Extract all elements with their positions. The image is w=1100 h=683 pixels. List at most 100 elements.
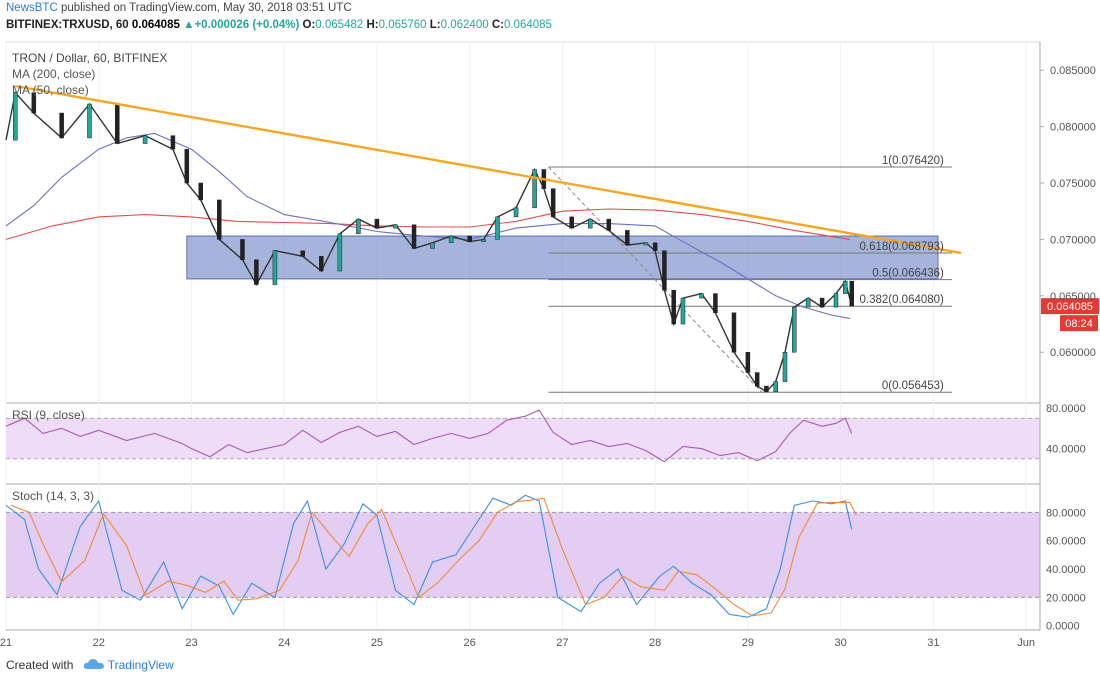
footer-brand[interactable]: TradingView	[107, 658, 174, 672]
price-candle	[731, 312, 737, 353]
fib-level-label: 0.618(0.068793)	[859, 241, 944, 253]
price-candle	[31, 92, 37, 114]
price-candle	[356, 218, 361, 235]
publish-line: NewsBTC published on TradingView.com, Ma…	[6, 2, 352, 14]
price-candle	[430, 242, 435, 249]
price-candle	[849, 280, 854, 307]
price-candle	[773, 381, 778, 392]
price-candle	[764, 385, 769, 392]
x-tick-label: 24	[278, 637, 290, 649]
quote-line: BITFINEX:TRXUSD, 60 0.064085 ▲+0.000026 …	[6, 19, 552, 31]
last-price-tag	[1041, 298, 1099, 315]
price-candle	[337, 233, 343, 272]
low-label: L:	[429, 19, 441, 31]
x-tick-label: 23	[185, 637, 197, 649]
price-candle	[550, 188, 556, 218]
y-tick-label: 0.080000	[1050, 122, 1096, 134]
fib-level-label: 0.382(0.064080)	[859, 294, 944, 306]
y-tick-label: 0.070000	[1050, 234, 1096, 246]
price-candle	[782, 351, 788, 382]
price-candle	[587, 218, 593, 229]
price-candle	[699, 293, 704, 299]
price-candle	[833, 293, 839, 308]
price-candle	[142, 135, 148, 144]
y-tick-label: 0.075000	[1050, 178, 1096, 190]
rsi-band	[6, 418, 1040, 459]
chart-title: TRON / Dollar, 60, BITFINEX	[12, 51, 167, 65]
trendline[interactable]	[15, 84, 962, 255]
price-candle	[532, 169, 537, 209]
rsi-line	[5, 409, 853, 463]
stoch-d-line	[10, 497, 857, 617]
price-candle	[745, 351, 751, 373]
countdown-tag	[1060, 315, 1098, 332]
price-candle	[569, 216, 574, 229]
price-candle	[495, 216, 500, 240]
price-candle	[272, 250, 278, 285]
price-candle	[513, 207, 519, 218]
price-candle	[680, 297, 686, 325]
indicator-label: MA (50, close)	[12, 83, 89, 97]
up-arrow-icon: ▲	[183, 19, 195, 31]
price-candle	[319, 256, 324, 272]
stoch-k-line	[5, 494, 853, 618]
publisher-name[interactable]: NewsBTC	[6, 2, 58, 14]
price-chart[interactable]: 1(0.076420) 0.618(0.068793) 0.5(0.066436) 0…	[0, 36, 1100, 656]
price-candle	[393, 224, 398, 229]
fib-diagonal	[548, 166, 763, 393]
rsi-label: RSI (9, close)	[12, 408, 85, 422]
x-tick-label: 28	[649, 637, 661, 649]
price-candle	[843, 280, 848, 294]
symbol-label: BITFINEX:TRXUSD, 60	[6, 19, 129, 31]
price-candle	[115, 103, 120, 144]
fibonacci-retracement[interactable]	[548, 166, 952, 393]
low-value: 0.062400	[440, 19, 489, 31]
price-change: +0.000026 (+0.04%)	[194, 19, 300, 31]
price-candle	[374, 218, 380, 229]
price-candle	[198, 182, 203, 201]
fib-level-label: 0(0.056453)	[882, 380, 944, 392]
x-tick-label: 31	[927, 637, 939, 649]
fib-level-label: 1(0.076420)	[882, 155, 944, 167]
stoch-band	[6, 512, 1040, 598]
price-candle	[448, 235, 454, 244]
price-candle	[713, 293, 718, 313]
last-price: 0.064085	[131, 19, 180, 31]
price-candle	[625, 230, 630, 246]
x-tick-label: 26	[464, 637, 476, 649]
price-candle	[254, 259, 259, 285]
stoch-label: Stoch (14, 3, 3)	[12, 489, 94, 503]
fib-level-label: 0.5(0.066436)	[872, 268, 944, 280]
x-tick-label: 30	[834, 637, 846, 649]
axes	[6, 42, 1099, 631]
publish-info: published on TradingView.com, May 30, 20…	[60, 2, 352, 14]
x-tick-label: 25	[371, 637, 383, 649]
price-candle	[13, 92, 18, 141]
price-candle	[184, 148, 190, 184]
main-pane-frame	[5, 41, 1041, 404]
x-tick-label: 21	[0, 637, 12, 649]
price-candle	[643, 242, 649, 246]
trendline-line	[15, 84, 962, 255]
y-tick-label: 0.060000	[1050, 347, 1096, 359]
open-value: 0.065482	[315, 19, 364, 31]
moving-averages	[5, 132, 850, 319]
price-candle	[652, 242, 658, 251]
price-candle	[300, 250, 306, 257]
rsi-tick-label: 80.0000	[1046, 403, 1086, 415]
price-candle	[662, 250, 667, 291]
x-tick-label: 29	[742, 637, 754, 649]
last-price-value: 0.064085	[1047, 301, 1093, 313]
chart-labels: 1(0.076420) 0.618(0.068793) 0.5(0.066436) 0…	[0, 51, 1096, 649]
ma200-line	[5, 208, 850, 240]
price-candle	[170, 135, 176, 150]
resistance-zone	[186, 235, 939, 280]
price-candle	[467, 235, 472, 242]
high-value: 0.065760	[378, 19, 427, 31]
close-value: 0.064085	[503, 19, 552, 31]
price-candle	[217, 199, 222, 240]
price-candle	[754, 372, 760, 387]
price-candle	[805, 297, 811, 308]
price-candle	[481, 239, 486, 242]
price-candle	[819, 297, 825, 308]
